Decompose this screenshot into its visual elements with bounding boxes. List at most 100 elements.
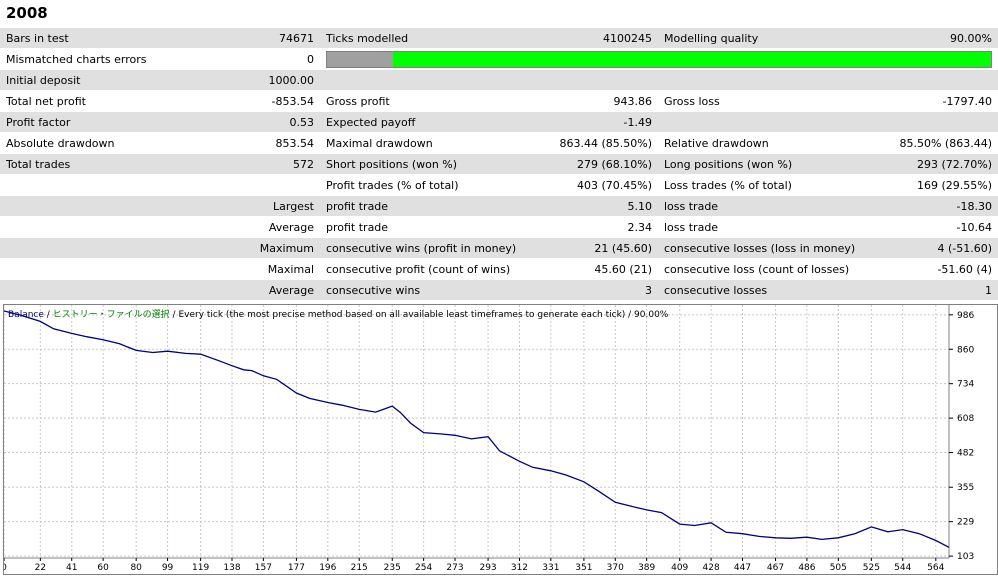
cell-value: 4100245 xyxy=(505,27,658,49)
y-tick-label: 482 xyxy=(957,449,974,459)
cell-value: 403 (70.45%) xyxy=(505,174,658,196)
cell-value: 85.50% (863.44) xyxy=(843,132,998,154)
x-tick-label: 196 xyxy=(319,563,336,573)
x-tick-label: 22 xyxy=(35,563,46,573)
balance-series-line xyxy=(3,310,950,548)
y-tick-label: 734 xyxy=(957,380,974,390)
x-tick-label: 215 xyxy=(351,563,368,573)
x-tick-label: 467 xyxy=(767,563,784,573)
cell-label: Profit trades (% of total) xyxy=(320,174,505,196)
x-tick-label: 331 xyxy=(542,563,559,573)
x-tick-label: 254 xyxy=(415,563,432,573)
cell-value: 279 (68.10%) xyxy=(505,153,658,175)
cell-label: Maximum xyxy=(150,237,320,259)
x-tick-label: 273 xyxy=(446,563,463,573)
table-row: Average profit trade 2.34 loss trade -10… xyxy=(0,216,998,238)
cell-label: Long positions (won %) xyxy=(658,153,843,175)
cell-label: Total trades xyxy=(0,153,150,175)
y-tick-label: 229 xyxy=(957,518,974,528)
x-tick-label: 80 xyxy=(130,563,142,573)
cell-label: Profit factor xyxy=(0,111,150,133)
table-row: Bars in test 74671 Ticks modelled 410024… xyxy=(0,27,998,49)
balance-chart-svg: 986 860 734 608 482 355 229 103 0 22 41 60 80 99 119 1… xyxy=(1,305,974,573)
cell-label: Absolute drawdown xyxy=(0,132,150,154)
cell-label: Short positions (won %) xyxy=(320,153,505,175)
x-tick-label: 312 xyxy=(511,563,528,573)
y-tick-label: 860 xyxy=(957,345,974,355)
chart-legend: Balance / ヒストリー・ファイルの選択 / Every tick (th… xyxy=(8,308,669,320)
cell-value: 863.44 (85.50%) xyxy=(505,132,658,154)
table-row: Profit trades (% of total) 403 (70.45%) … xyxy=(0,174,998,196)
cell-label: consecutive wins xyxy=(320,279,505,300)
cell-label xyxy=(0,174,150,196)
cell-label: Average xyxy=(150,216,320,238)
modelling-quality-cell xyxy=(320,48,998,70)
cell-value: 0 xyxy=(150,48,320,70)
cell-label: Total net profit xyxy=(0,90,150,112)
table-row: Initial deposit 1000.00 xyxy=(0,69,998,91)
y-tick-label: 355 xyxy=(957,483,974,493)
x-tick-label: 525 xyxy=(863,563,880,573)
cell-label: Initial deposit xyxy=(0,69,150,91)
table-row: Absolute drawdown 853.54 Maximal drawdow… xyxy=(0,132,998,154)
cell-label: consecutive profit (count of wins) xyxy=(320,258,510,280)
x-tick-label: 99 xyxy=(162,563,174,573)
x-tick-label: 351 xyxy=(575,563,592,573)
x-tick-label: 370 xyxy=(607,563,624,573)
cell-value: 853.54 xyxy=(150,132,320,154)
cell-value: 3 xyxy=(505,279,658,300)
y-tick-label: 103 xyxy=(957,552,974,562)
cell-label: consecutive losses (loss in money) xyxy=(658,237,855,259)
cell-value: 74671 xyxy=(150,27,320,49)
x-tick-label: 486 xyxy=(798,563,815,573)
table-row: Maximal consecutive profit (count of win… xyxy=(0,258,998,280)
x-tick-label: 41 xyxy=(66,563,77,573)
y-tick-label: 986 xyxy=(957,311,974,321)
cell-label: Ticks modelled xyxy=(320,27,505,49)
cell-value: 943.86 xyxy=(505,90,658,112)
x-tick-label: 428 xyxy=(703,563,720,573)
table-row: Profit factor 0.53 Expected payoff -1.49 xyxy=(0,111,998,133)
table-row: Mismatched charts errors 0 xyxy=(0,48,998,70)
cell-label xyxy=(0,216,150,238)
legend-description: / Every tick (the most precise method ba… xyxy=(170,310,669,320)
cell-label: Gross profit xyxy=(320,90,505,112)
cell-value: -10.64 xyxy=(843,216,998,238)
cell-label xyxy=(0,195,150,217)
modelling-quality-bar xyxy=(326,50,992,68)
cell-value: -18.30 xyxy=(843,195,998,217)
modelling-quality-fill xyxy=(393,51,991,67)
x-tick-labels: 0 22 41 60 80 99 119 138 157 177 196 215 235 254 273 29… xyxy=(1,558,945,573)
cell-value: 21 (45.60) xyxy=(505,237,658,259)
cell-label: Expected payoff xyxy=(320,111,505,133)
cell-label: profit trade xyxy=(320,216,505,238)
cell-value: 0.53 xyxy=(150,111,320,133)
cell-value: -51.60 (4) xyxy=(843,258,998,280)
cell-label: consecutive wins (profit in money) xyxy=(320,237,516,259)
x-tick-label: 544 xyxy=(894,563,911,573)
report-table: Bars in test 74671 Ticks modelled 410024… xyxy=(0,27,998,300)
cell-value: 45.60 (21) xyxy=(505,258,658,280)
x-tick-label: 177 xyxy=(288,563,305,573)
table-row: Total net profit -853.54 Gross profit 94… xyxy=(0,90,998,112)
legend-history-file: ヒストリー・ファイルの選択 xyxy=(53,308,170,320)
x-tick-label: 293 xyxy=(479,563,496,573)
cell-label: Relative drawdown xyxy=(658,132,843,154)
x-tick-label: 119 xyxy=(192,563,209,573)
x-tick-label: 0 xyxy=(4,563,7,573)
cell-label: Maximal drawdown xyxy=(320,132,505,154)
cell-label: Gross loss xyxy=(658,90,843,112)
cell-label: Largest xyxy=(150,195,320,217)
y-tick-labels: 986 860 734 608 482 355 229 103 xyxy=(949,311,974,562)
cell-value: 90.00% xyxy=(843,27,998,49)
table-row: Maximum consecutive wins (profit in mone… xyxy=(0,237,998,259)
cell-label xyxy=(0,237,150,259)
cell-value: -1797.40 xyxy=(843,90,998,112)
cell-value: -1.49 xyxy=(505,111,658,133)
legend-balance: Balance xyxy=(8,310,44,320)
balance-chart: 986 860 734 608 482 355 229 103 0 22 41 60 80 99 119 1… xyxy=(1,304,998,575)
cell-value: 293 (72.70%) xyxy=(843,153,998,175)
cell-label: profit trade xyxy=(320,195,505,217)
cell-value: 169 (29.55%) xyxy=(843,174,998,196)
cell-label: loss trade xyxy=(658,216,843,238)
